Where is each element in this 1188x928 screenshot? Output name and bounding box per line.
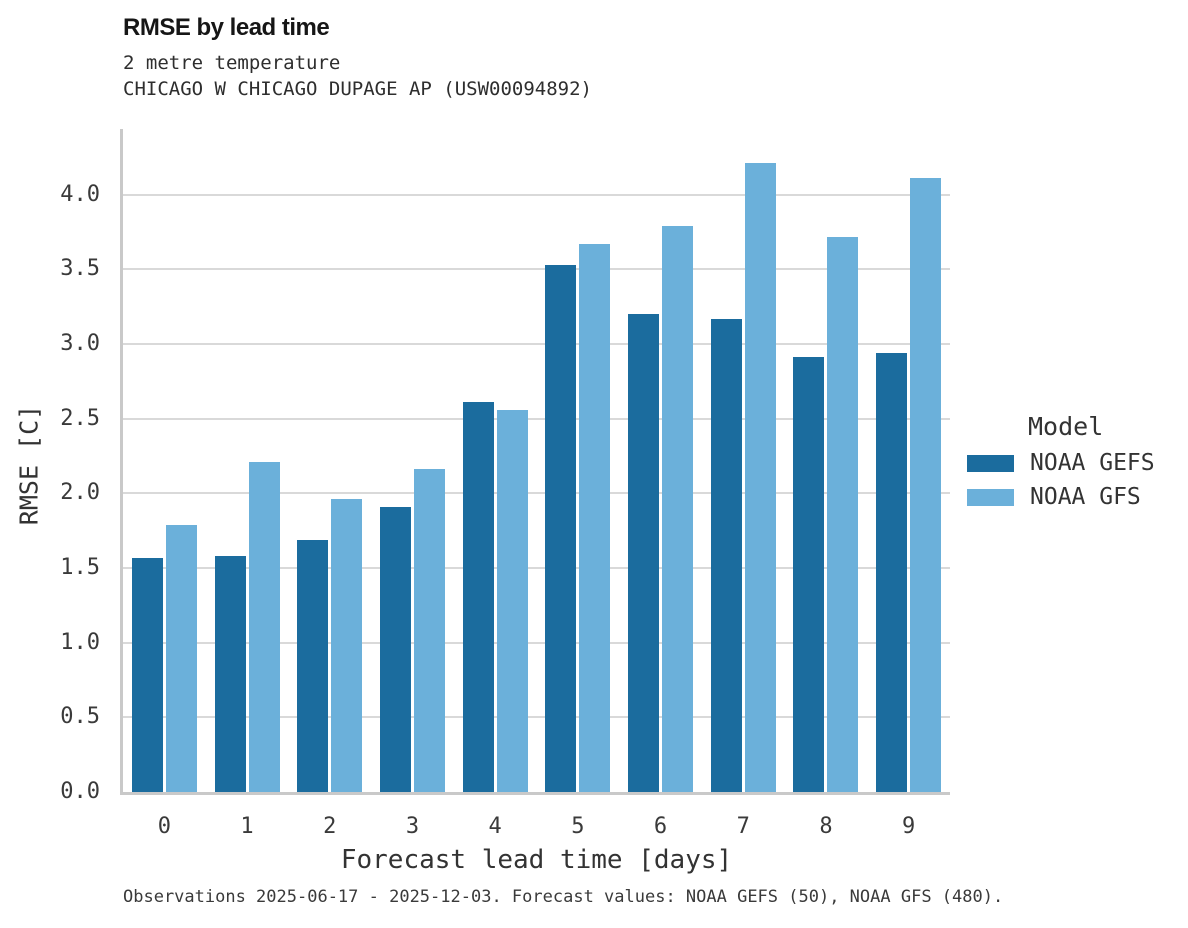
gridline [123,641,950,644]
x-tick-label: 3 [405,814,420,839]
legend-items: NOAA GEFS NOAA GFS [967,446,1155,514]
y-tick-label: 0.0 [60,779,100,804]
bar-noaa-gfs-lead-0 [165,524,197,792]
bar-noaa-gfs-lead-1 [248,462,280,792]
bar-noaa-gefs-lead-7 [710,318,742,792]
y-tick-label: 1.0 [60,629,100,655]
bar-noaa-gfs-lead-5 [579,243,611,792]
legend-item-noaa-gfs: NOAA GFS [967,480,1155,514]
subtitle-station: CHICAGO W CHICAGO DUPAGE AP (USW00094892… [123,78,592,100]
legend-label-noaa-gefs: NOAA GEFS [1030,450,1155,476]
gridline [123,343,950,346]
y-tick-label: 3.5 [60,256,100,282]
y-tick-label: 0.5 [60,704,100,730]
bar-noaa-gefs-lead-9 [876,353,908,792]
subtitle-variable: 2 metre temperature [123,52,341,74]
bar-noaa-gefs-lead-0 [131,557,163,792]
y-axis-tick-labels: 0.0 0.5 1.0 1.5 2.0 2.5 3.0 3.5 4.0 [30,129,100,802]
legend-item-noaa-gefs: NOAA GEFS [967,446,1155,480]
gridline [123,193,950,196]
bar-noaa-gfs-lead-2 [331,499,363,792]
footer-caption: Observations 2025-06-17 - 2025-12-03. Fo… [123,887,1004,907]
bar-noaa-gefs-lead-2 [297,539,329,792]
legend-swatch-noaa-gfs [967,488,1014,506]
bar-noaa-gefs-lead-3 [379,506,411,792]
bar-noaa-gfs-lead-6 [662,226,694,792]
bar-noaa-gfs-lead-3 [413,469,445,792]
bar-noaa-gefs-lead-6 [628,314,660,792]
y-tick-label: 4.0 [60,181,100,207]
x-tick-label: 1 [240,814,254,839]
y-tick-label: 2.5 [60,405,100,431]
legend-title: Model [1028,412,1104,441]
bar-noaa-gefs-lead-1 [214,556,246,792]
plot-area [120,129,950,795]
chart-title: RMSE by lead time [123,14,330,41]
bar-noaa-gfs-lead-8 [827,236,859,792]
x-tick-label: 7 [736,814,750,839]
y-tick-label: 1.5 [60,555,100,581]
gridline [123,417,950,420]
x-tick-label: 9 [902,814,916,839]
y-tick-label: 3.0 [60,331,100,357]
bar-noaa-gfs-lead-9 [910,178,942,792]
x-axis-tick-labels: 0 1 2 3 4 5 6 7 8 9 [123,812,950,842]
x-tick-label: 2 [323,814,337,839]
bar-noaa-gfs-lead-7 [744,163,776,792]
x-tick-label: 8 [819,814,833,839]
bar-noaa-gfs-lead-4 [496,409,528,792]
x-tick-label: 0 [157,814,171,839]
x-tick-label: 5 [571,814,585,839]
gridline [123,716,950,719]
y-tick-label: 2.0 [60,480,100,506]
gridline [123,492,950,495]
bar-noaa-gefs-lead-8 [793,357,825,792]
bar-noaa-gefs-lead-4 [462,402,494,792]
gridline [123,567,950,570]
legend-swatch-noaa-gefs [967,454,1014,472]
x-tick-label: 4 [488,814,502,839]
legend: Model NOAA GEFS NOAA GFS [967,412,1155,514]
chart-subtitle: 2 metre temperature CHICAGO W CHICAGO DU… [123,50,592,102]
gridline [123,268,950,271]
x-tick-label: 6 [653,814,668,839]
legend-label-noaa-gfs: NOAA GFS [1030,484,1141,510]
x-axis-label: Forecast lead time [days] [340,845,733,875]
bar-noaa-gefs-lead-5 [545,264,577,792]
